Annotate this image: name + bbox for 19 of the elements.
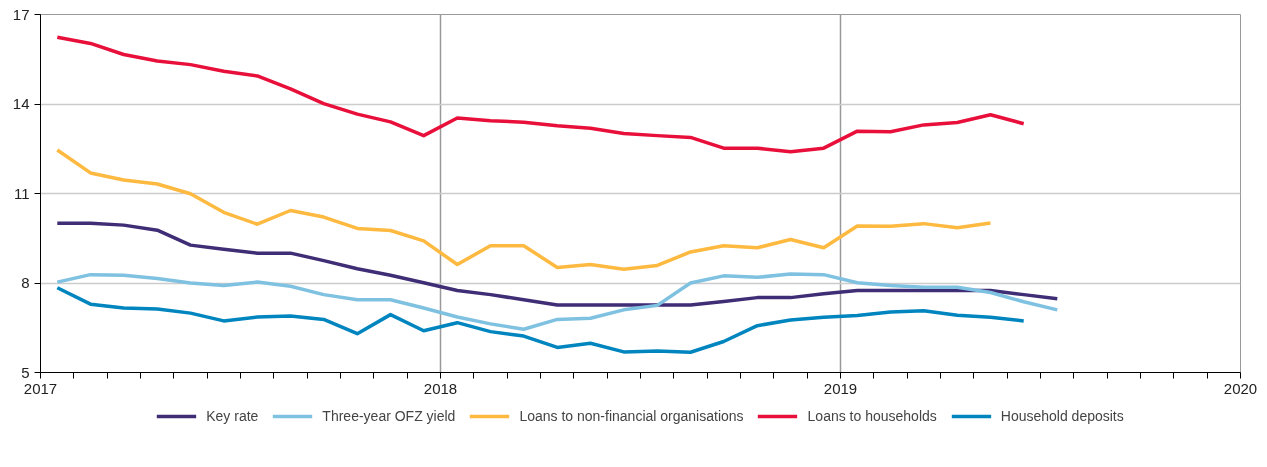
y-tick-label: 5 — [21, 363, 30, 381]
y-tick-label: 11 — [13, 184, 30, 202]
legend-label: Three-year OFZ yield — [322, 408, 456, 424]
y-tick-label: 17 — [12, 5, 30, 23]
line-series — [55, 286, 1026, 354]
line-series — [55, 35, 1026, 154]
legend-label: Household deposits — [1000, 408, 1124, 424]
line-series — [55, 221, 1060, 307]
line-series — [55, 272, 1060, 331]
x-tick-label: 2017 — [23, 379, 58, 397]
x-tick-label: 2019 — [823, 379, 858, 397]
x-tick-label: 2020 — [1223, 379, 1258, 397]
y-tick-label: 8 — [21, 274, 30, 291]
x-tick-label: 2018 — [423, 379, 458, 397]
legend-label: Key rate — [206, 408, 259, 424]
line-series — [55, 148, 993, 272]
y-tick-label: 14 — [12, 95, 30, 112]
legend-label: Loans to non-financial organisations — [519, 408, 744, 424]
legend-label: Loans to households — [807, 408, 937, 424]
